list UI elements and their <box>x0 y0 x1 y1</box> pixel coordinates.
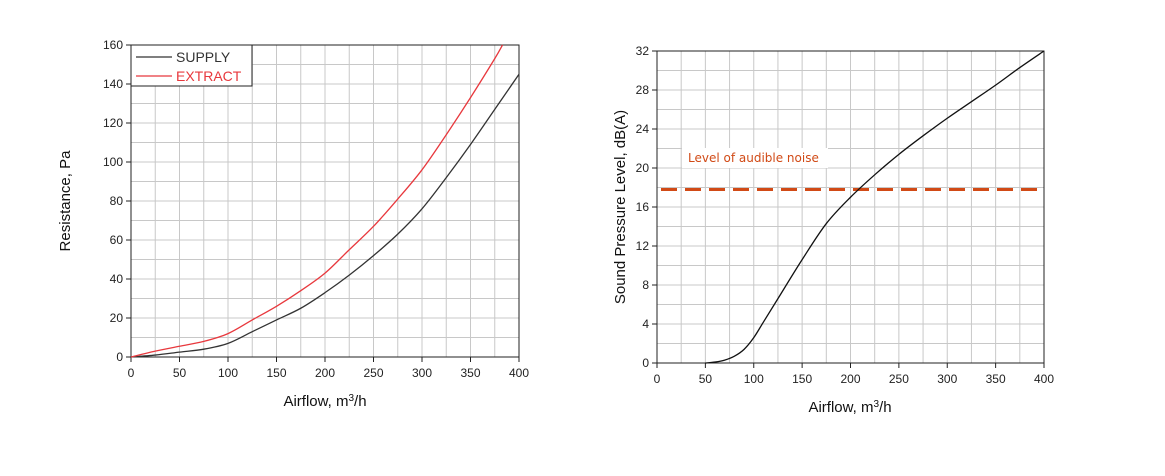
y-tick-label: 20 <box>636 161 650 175</box>
x-tick-label: 100 <box>218 366 238 380</box>
audible-noise-label: Level of audible noise <box>688 151 819 165</box>
x-tick-label: 300 <box>937 372 957 386</box>
x-tick-label: 250 <box>889 372 909 386</box>
annotation-background <box>682 148 828 168</box>
resistance-y-axis-label: Resistance, Pa <box>57 150 74 252</box>
y-tick-label: 20 <box>110 311 124 325</box>
x-tick-label: 350 <box>460 366 480 380</box>
x-tick-label: 0 <box>654 372 661 386</box>
sound-x-axis-label: Airflow, m3/h <box>808 399 891 416</box>
resistance-grid <box>131 45 519 357</box>
y-tick-label: 16 <box>636 200 650 214</box>
spl-series-line <box>705 50 1045 364</box>
sound-grid <box>657 51 1044 363</box>
x-tick-label: 200 <box>315 366 335 380</box>
legend-box <box>130 44 253 87</box>
y-tick-label: 80 <box>110 194 124 208</box>
sound-ticks: 0 50 100 150 200 250 300 350 400 0 4 8 12 16 20 24 28 32 <box>636 44 1055 386</box>
y-tick-label: 32 <box>636 44 650 58</box>
x-tick-label: 50 <box>173 366 187 380</box>
y-tick-label: 100 <box>103 155 123 169</box>
supply-series-line <box>130 73 520 358</box>
x-tick-label: 350 <box>986 372 1006 386</box>
sound-y-axis-label: Sound Pressure Level, dB(A) <box>612 110 629 304</box>
y-tick-label: 60 <box>110 233 124 247</box>
x-tick-label: 100 <box>744 372 764 386</box>
x-tick-label: 300 <box>412 366 432 380</box>
extract-series-line <box>130 44 504 358</box>
resistance-legend: SUPPLY EXTRACT <box>130 44 253 87</box>
sound-pressure-chart: 0 50 100 150 200 250 300 350 400048121620242832 … <box>612 44 1054 416</box>
legend-label-extract: EXTRACT <box>176 68 242 84</box>
y-tick-label: 24 <box>636 122 650 136</box>
y-tick-label: 0 <box>116 350 123 364</box>
y-tick-label: 8 <box>642 278 649 292</box>
y-tick-label: 140 <box>103 77 123 91</box>
y-tick-label: 4 <box>642 317 649 331</box>
x-tick-label: 250 <box>363 366 383 380</box>
y-tick-label: 12 <box>636 239 650 253</box>
y-tick-label: 160 <box>103 38 123 52</box>
x-tick-label: 400 <box>509 366 529 380</box>
sound-series <box>705 50 1045 364</box>
resistance-ticks: 0 50 100 150 200 250 300 350 400 0 20 40 60 80 100 120 1… <box>103 38 529 380</box>
legend-label-supply: SUPPLY <box>176 49 231 65</box>
x-tick-label: 200 <box>840 372 860 386</box>
x-tick-label: 0 <box>128 366 135 380</box>
y-tick-label: 0 <box>642 356 649 370</box>
resistance-series <box>130 44 520 358</box>
x-tick-label: 400 <box>1034 372 1054 386</box>
y-tick-label: 28 <box>636 83 650 97</box>
resistance-x-axis-label: Airflow, m3/h <box>283 393 366 410</box>
y-tick-label: 40 <box>110 272 124 286</box>
x-tick-label: 150 <box>266 366 286 380</box>
x-tick-label: 50 <box>699 372 713 386</box>
x-tick-label: 150 <box>792 372 812 386</box>
resistance-chart: 0 50 100 150 200 250 300 350 400 0 20 40 60 80 100 120 1… <box>57 38 529 410</box>
y-tick-label: 120 <box>103 116 123 130</box>
